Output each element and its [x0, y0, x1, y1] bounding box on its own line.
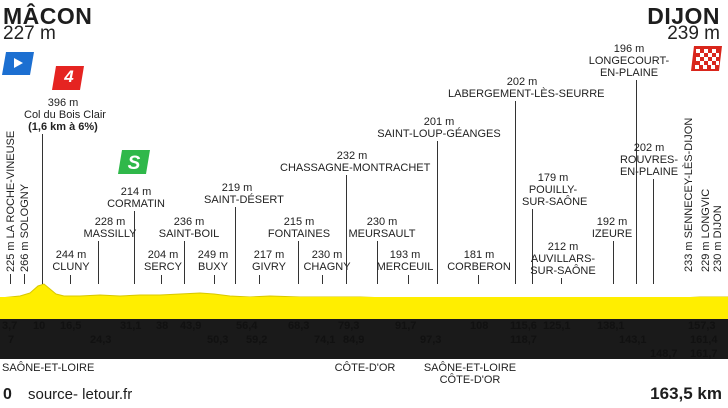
point-izeure: 192 m IZEURE — [591, 216, 633, 240]
department-label: SAÔNE-ET-LOIRE — [423, 362, 517, 374]
km-mark: 161,7 — [690, 348, 718, 360]
km-mark: 38 — [156, 320, 169, 332]
sprint-icon: S — [118, 150, 150, 174]
department-label: SAÔNE-ET-LOIRE — [2, 362, 95, 374]
km-mark: 50,3 — [207, 334, 229, 346]
point-saint-loup-geanges: 201 m SAINT-LOUP-GÉANGES — [377, 116, 501, 140]
point-meursault: 230 m MEURSAULT — [348, 216, 416, 240]
finish-altitude: 239 m — [667, 23, 720, 44]
point-saint-boil: 236 m SAINT-BOIL — [158, 216, 220, 240]
km-mark: 3,7 — [2, 320, 18, 332]
km-mark: 148,7 — [650, 348, 678, 360]
km-mark: 84,9 — [343, 334, 365, 346]
climb-category-label: 4 — [64, 67, 74, 86]
climb-detail: (1,6 km à 6%) — [28, 121, 98, 133]
point-sennecey-les-dijon: 233 m SENNECEY-LÈS-DIJON — [683, 117, 695, 272]
km-strip — [0, 297, 728, 319]
km-mark: 115,6 — [510, 320, 537, 332]
km-mark: 97,3 — [420, 334, 442, 346]
department-label: CÔTE-D'OR — [334, 362, 396, 374]
start-altitude: 227 m — [3, 23, 56, 44]
climb-category-4-icon — [52, 66, 84, 90]
point-pouilly-sur-saone: 179 m POUILLY- SUR-SAÔNE — [522, 172, 588, 208]
finish-flag-icon — [691, 46, 722, 71]
point-auvillars-sur-saone: 212 m AUVILLARS- SUR-SAÔNE — [530, 241, 596, 277]
point-sercy: 204 m SERCY — [144, 249, 182, 273]
km-mark: 56,4 — [236, 320, 258, 332]
start-city: MÂCON — [3, 3, 93, 29]
km-mark: 31,1 — [120, 320, 142, 332]
point-merceuil: 193 m MERCEUIL — [376, 249, 434, 273]
km-mark: 59,2 — [246, 334, 268, 346]
point-givry: 217 m GIVRY — [251, 249, 287, 273]
point-labergement-les-seurre: 202 m LABERGEMENT-LÈS-SEURRE — [448, 76, 605, 100]
sprint-altitude: 214 m — [120, 186, 152, 198]
km-mark: 7 — [8, 334, 15, 346]
svg-text:S: S — [128, 153, 141, 174]
start-flag-icon — [2, 52, 34, 75]
point-sologny: 266 m SOLOGNY — [19, 183, 31, 272]
km-mark: 138,1 — [597, 320, 625, 332]
point-corberon: 181 m CORBERON — [447, 249, 511, 273]
km-mark: 43,9 — [180, 320, 202, 332]
km-mark: 10 — [33, 320, 46, 332]
finish-city: DIJON — [647, 3, 720, 29]
km-mark: 118,7 — [510, 334, 537, 346]
point-cluny: 244 m CLUNY — [52, 249, 90, 273]
point-buxy: 249 m BUXY — [197, 249, 229, 273]
km-mark: 125,1 — [543, 320, 571, 332]
climb-name: Col du Bois Clair — [24, 109, 106, 121]
km-mark: 79,3 — [338, 320, 360, 332]
point-longvic: 229 m LONGVIC — [700, 188, 712, 272]
point-rouvres-en-plaine: 202 m ROUVRES- EN-PLAINE — [619, 142, 679, 178]
km-end: 163,5 km — [650, 384, 722, 403]
source-credit: source- letour.fr — [28, 386, 133, 403]
department-label: CÔTE-D'OR — [439, 374, 501, 386]
point-saint-desert: 219 m SAINT-DÉSERT — [204, 182, 284, 206]
km-mark: 74,1 — [314, 334, 336, 346]
km-mark: 157,3 — [688, 320, 716, 332]
point-chassagne-montrachet: 232 m CHASSAGNE-MONTRACHET — [280, 150, 431, 174]
profile-band — [0, 319, 728, 359]
km-mark: 68,3 — [288, 320, 310, 332]
km-mark: 16,5 — [60, 320, 82, 332]
point-massilly: 228 m MASSILLY — [83, 216, 137, 240]
point-chagny: 230 m CHAGNY — [303, 249, 351, 273]
point-la-roche-vineuse: 225 m LA ROCHE-VINEUSE — [5, 130, 17, 272]
km-mark: 91,7 — [395, 320, 417, 332]
point-longecourt-en-plaine: 196 m LONGECOURT- EN-PLAINE — [588, 43, 670, 79]
km-mark: 24,3 — [90, 334, 112, 346]
km-start: 0 — [3, 386, 12, 403]
point-dijon: 230 m DIJON — [712, 205, 724, 272]
km-mark: 143,1 — [619, 334, 647, 346]
km-mark: 108 — [470, 320, 489, 332]
km-mark: 161,4 — [690, 334, 718, 346]
climb-altitude: 396 m — [47, 97, 79, 109]
sprint-name: CORMATIN — [107, 198, 165, 210]
point-fontaines: 215 m FONTAINES — [267, 216, 331, 240]
